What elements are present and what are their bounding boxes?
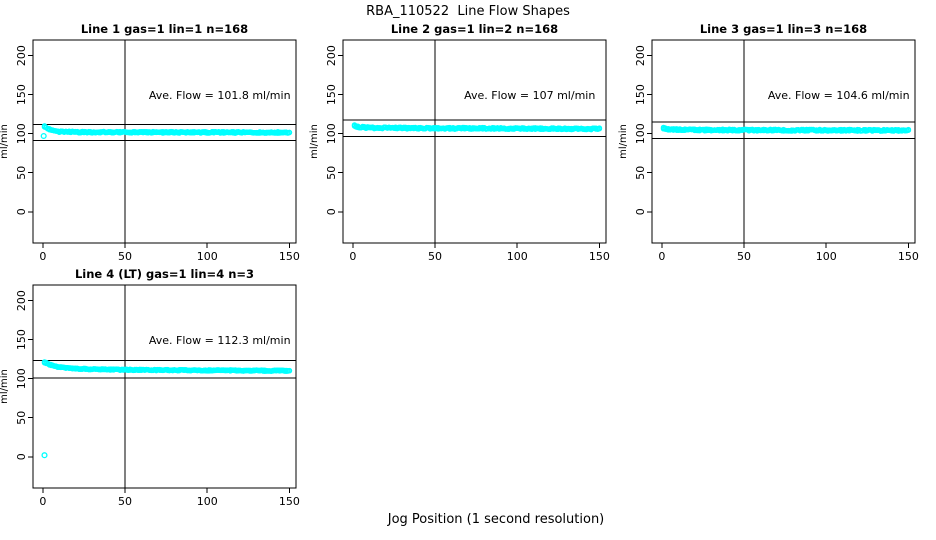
x-axis: 0 50 100 150 xyxy=(658,243,919,263)
x-tick-label: 0 xyxy=(39,250,46,263)
data-points xyxy=(40,123,293,140)
y-tick-label: 150 xyxy=(15,329,28,350)
y-tick-label: 200 xyxy=(15,290,28,311)
y-tick-label: 0 xyxy=(634,208,647,215)
y-tick-label: 100 xyxy=(15,368,28,389)
x-axis: 0 50 100 150 xyxy=(39,243,300,263)
x-tick-label: 100 xyxy=(197,250,218,263)
subplot-title: Line 2 gas=1 lin=2 n=168 xyxy=(391,22,558,36)
plot-box xyxy=(32,284,297,489)
x-axis: 0 50 100 150 xyxy=(39,488,300,508)
x-tick-label: 150 xyxy=(279,495,300,508)
y-tick-label: 0 xyxy=(325,208,338,215)
y-tick-label: 150 xyxy=(634,84,647,105)
x-tick-label: 0 xyxy=(349,250,356,263)
y-tick-label: 50 xyxy=(325,166,338,180)
figure-title: RBA_110522 Line Flow Shapes xyxy=(366,4,570,19)
subplot-title: Line 1 gas=1 lin=1 n=168 xyxy=(81,22,248,36)
x-tick-label: 100 xyxy=(197,495,218,508)
plot-box xyxy=(651,39,916,244)
subplot-line-1: Line 1 gas=1 lin=1 n=168 Ave. Flow = 101.… xyxy=(0,22,300,263)
data-points xyxy=(351,122,603,133)
y-tick-label: 50 xyxy=(15,166,28,180)
x-tick-label: 50 xyxy=(118,250,132,263)
x-tick-label: 150 xyxy=(898,250,919,263)
plot-box xyxy=(342,39,607,244)
y-tick-label: 50 xyxy=(15,411,28,425)
ave-flow-annotation: Ave. Flow = 101.8 ml/min xyxy=(149,89,291,102)
y-tick-label: 150 xyxy=(15,84,28,105)
x-tick-label: 0 xyxy=(39,495,46,508)
y-tick-label: 200 xyxy=(634,45,647,66)
x-tick-label: 100 xyxy=(816,250,837,263)
y-tick-label: 200 xyxy=(15,45,28,66)
y-axis-unit-label: ml/min xyxy=(0,124,10,159)
x-axis: 0 50 100 150 xyxy=(349,243,610,263)
outlier-point xyxy=(41,452,48,459)
subplot-line-4: Line 4 (LT) gas=1 lin=4 n=3 Ave. Flow = 1… xyxy=(0,267,300,508)
y-tick-label: 100 xyxy=(634,123,647,144)
ave-flow-annotation: Ave. Flow = 112.3 ml/min xyxy=(149,334,291,347)
y-axis-unit-label: ml/min xyxy=(309,124,320,159)
x-axis-label: Jog Position (1 second resolution) xyxy=(387,512,605,527)
data-points xyxy=(660,124,912,134)
y-axis: 0 50 100 150 200 xyxy=(325,45,343,215)
x-tick-label: 50 xyxy=(428,250,442,263)
ave-flow-annotation: Ave. Flow = 104.6 ml/min xyxy=(768,89,910,102)
y-tick-label: 100 xyxy=(15,123,28,144)
x-tick-label: 50 xyxy=(118,495,132,508)
subplot-line-3: Line 3 gas=1 lin=3 n=168 Ave. Flow = 104.… xyxy=(618,22,919,263)
subplot-title: Line 4 (LT) gas=1 lin=4 n=3 xyxy=(75,267,254,281)
y-tick-label: 0 xyxy=(15,453,28,460)
y-axis: 0 50 100 150 200 xyxy=(15,45,33,215)
subplot-line-2: Line 2 gas=1 lin=2 n=168 Ave. Flow = 107 … xyxy=(309,22,610,263)
ave-flow-annotation: Ave. Flow = 107 ml/min xyxy=(464,89,595,102)
y-tick-label: 0 xyxy=(15,208,28,215)
plot-box xyxy=(32,39,297,244)
y-tick-label: 150 xyxy=(325,84,338,105)
x-tick-label: 150 xyxy=(279,250,300,263)
y-axis: 0 50 100 150 200 xyxy=(634,45,652,215)
x-tick-label: 50 xyxy=(737,250,751,263)
x-tick-label: 100 xyxy=(507,250,528,263)
subplot-title: Line 3 gas=1 lin=3 n=168 xyxy=(700,22,867,36)
y-axis-unit-label: ml/min xyxy=(618,124,629,159)
y-tick-label: 100 xyxy=(325,123,338,144)
data-points xyxy=(41,359,293,459)
outlier-point xyxy=(40,132,47,140)
y-tick-label: 200 xyxy=(325,45,338,66)
x-tick-label: 150 xyxy=(589,250,610,263)
y-axis: 0 50 100 150 200 xyxy=(15,290,33,460)
y-tick-label: 50 xyxy=(634,166,647,180)
y-axis-unit-label: ml/min xyxy=(0,369,10,404)
x-tick-label: 0 xyxy=(658,250,665,263)
